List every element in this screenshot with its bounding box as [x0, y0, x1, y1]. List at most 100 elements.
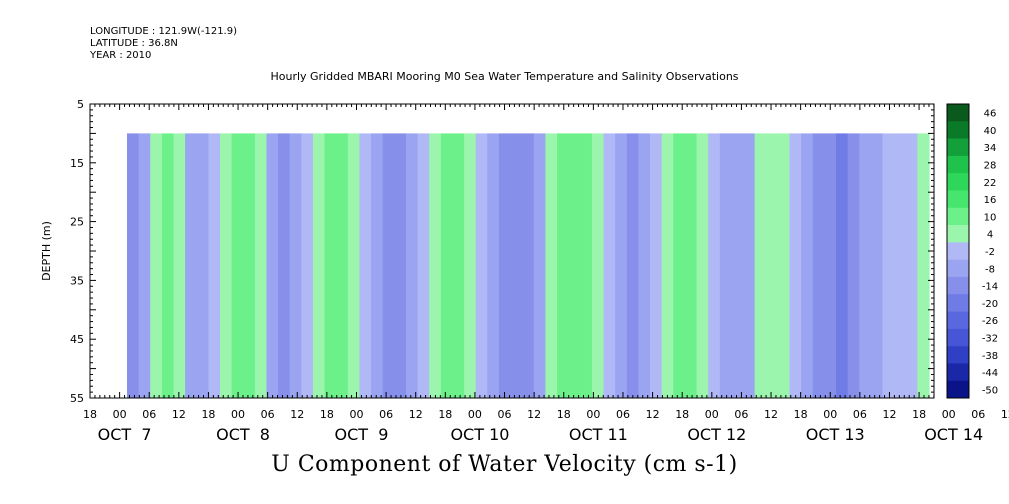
colorbar-label: -38 [982, 351, 998, 362]
x-day-label: OCT 13 [806, 425, 865, 444]
x-hour-label: 18 [912, 408, 926, 421]
x-hour-label: 18 [794, 408, 808, 421]
colorbar-label: 46 [984, 109, 997, 120]
heatmap-cell [359, 133, 372, 398]
heatmap-cell [684, 133, 698, 398]
heatmap-cell [429, 133, 442, 398]
heatmap-cell [580, 133, 593, 398]
x-hour-label: 18 [438, 408, 452, 421]
heatmap-cell [870, 133, 884, 398]
heatmap-cell [650, 133, 663, 398]
chart-title: Hourly Gridded MBARI Mooring M0 Sea Wate… [270, 70, 739, 83]
x-hour-label: 12 [882, 408, 896, 421]
colorbar-swatch [947, 294, 969, 312]
heatmap-cell [498, 133, 512, 398]
x-hour-label: 00 [586, 408, 600, 421]
colorbar-swatch [947, 276, 969, 295]
colorbar-label: -32 [982, 333, 998, 344]
heatmap-cell [394, 133, 407, 398]
y-tick-label: 55 [70, 392, 84, 405]
x-day-label: OCT 10 [450, 425, 509, 444]
heatmap-cell [533, 133, 547, 398]
y-axis: 5 15 25 35 45 55 [70, 98, 934, 405]
heatmap-cell [812, 133, 825, 398]
heatmap-cell [545, 133, 558, 398]
colorbar-swatch [947, 363, 969, 382]
y-tick-label: 35 [70, 274, 84, 287]
colorbar-swatch [947, 190, 969, 209]
x-hour-label: 06 [734, 408, 748, 421]
x-axis-title: U Component of Water Velocity (cm s-1) [271, 452, 738, 477]
heatmap-cell [475, 133, 488, 398]
colorbar-swatch [947, 207, 969, 226]
heatmap-cell [917, 133, 930, 398]
colorbar-swatch [947, 173, 969, 191]
colorbar-swatch [947, 104, 969, 122]
heatmap-field [127, 133, 930, 398]
heatmap-cell [603, 133, 616, 398]
x-day-label: OCT 9 [335, 425, 389, 444]
heatmap-cell [405, 133, 419, 398]
colorbar-label: -2 [985, 247, 995, 258]
x-hour-label: 06 [498, 408, 512, 421]
heatmap-cell [464, 133, 477, 398]
colorbar-label: 16 [984, 195, 997, 206]
heatmap-cell [754, 133, 767, 398]
heatmap-cell [487, 133, 500, 398]
y-axis-label: DEPTH (m) [40, 221, 53, 281]
x-hour-label: 12 [409, 408, 423, 421]
x-hour-label: 00 [942, 408, 956, 421]
x-hour-label: 18 [201, 408, 215, 421]
heatmap-cell [196, 133, 209, 398]
colorbar-swatch [947, 121, 969, 139]
colorbar: 46 40 34 28 22 16 10 4 -2 -8 -14 -20 -26 -32 -38 -44 -50 [946, 103, 998, 399]
x-hour-label: 06 [142, 408, 156, 421]
heatmap-cell [173, 133, 186, 398]
heatmap-cell [557, 133, 570, 398]
colorbar-label: -44 [982, 368, 998, 379]
x-hour-label: 12 [290, 408, 304, 421]
colorbar-swatch [947, 328, 969, 347]
heatmap-cell [208, 133, 221, 398]
heatmap-cell [696, 133, 709, 398]
heatmap-cell [824, 133, 837, 398]
heatmap-cell [382, 133, 395, 398]
x-day-label: OCT 7 [98, 425, 152, 444]
colorbar-swatch [947, 259, 969, 278]
x-hour-label: 00 [349, 408, 363, 421]
heatmap-cell [161, 133, 175, 398]
heatmap-cell [254, 133, 268, 398]
colorbar-swatch [947, 242, 969, 260]
heatmap-cell [661, 133, 674, 398]
x-hour-label: 18 [675, 408, 689, 421]
heatmap-cell [708, 133, 721, 398]
heatmap-cell [510, 133, 523, 398]
x-hour-label: 18 [557, 408, 571, 421]
y-tick-label: 25 [70, 216, 84, 229]
heatmap-cell [452, 133, 465, 398]
x-hour-label: 00 [231, 408, 245, 421]
heatmap-cell [371, 133, 384, 398]
heatmap-cell [150, 133, 163, 398]
heatmap-cell [301, 133, 314, 398]
x-axis: 18 00 06 12 18 00 06 12 18 00 06 12 18 00 06 12 18 00 06 12… [83, 104, 1009, 444]
heatmap-cell [243, 133, 256, 398]
heatmap-cell [731, 133, 744, 398]
heatmap-cell [673, 133, 686, 398]
heatmap-cell [894, 133, 907, 398]
colorbar-swatch [947, 155, 969, 174]
colorbar-label: 28 [984, 161, 997, 172]
heatmap-cell [905, 133, 918, 398]
x-hour-label: 06 [379, 408, 393, 421]
heatmap-cell [743, 133, 756, 398]
heatmap-cell [278, 133, 291, 398]
colorbar-swatch [947, 138, 969, 157]
x-day-label: OCT 12 [687, 425, 746, 444]
x-hour-label: 12 [1001, 408, 1009, 421]
x-hour-label: 12 [527, 408, 541, 421]
x-hour-label: 06 [261, 408, 275, 421]
heatmap-cell [219, 133, 233, 398]
x-hour-label: 12 [764, 408, 778, 421]
colorbar-label: -14 [982, 282, 998, 293]
x-hour-label: 12 [172, 408, 186, 421]
